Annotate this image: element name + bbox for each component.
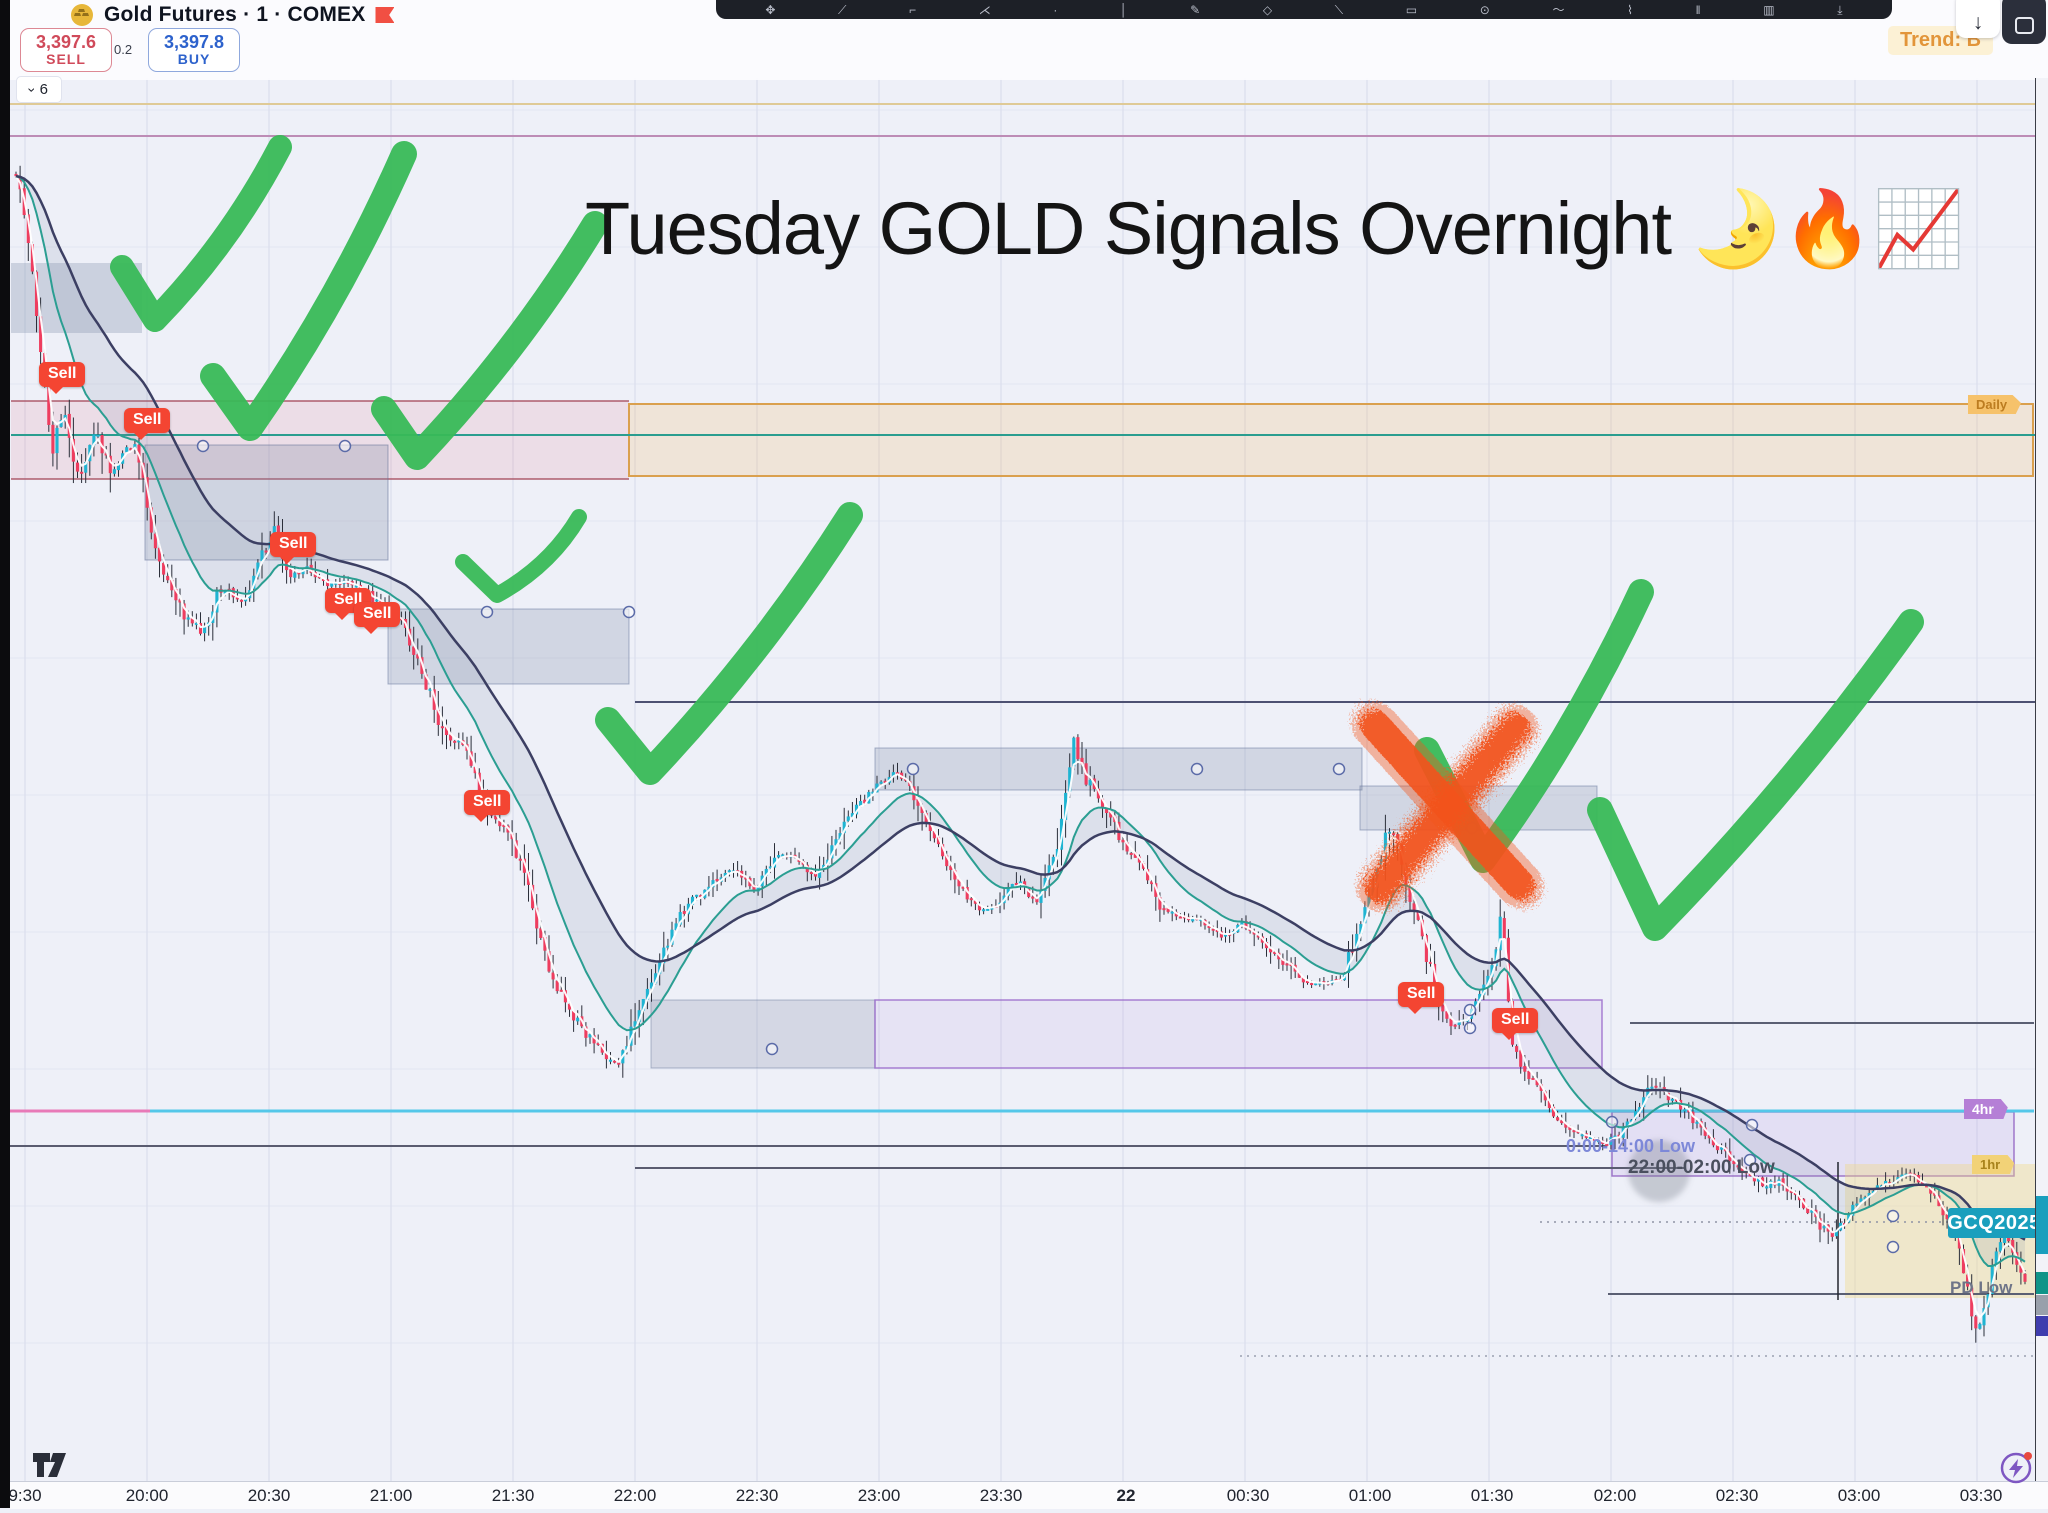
- time-axis-label: 22: [1116, 1486, 1136, 1505]
- indicators-collapse-pill[interactable]: › 6: [16, 76, 62, 103]
- tradingview-logo: [33, 1453, 66, 1477]
- sell-button[interactable]: 3,397.6 SELL: [20, 28, 112, 72]
- session-low-label-1: 0:00-14:00 Low: [1566, 1136, 1696, 1156]
- toolbar-tool-icon[interactable]: ·: [1053, 3, 1058, 17]
- toolbar-tool-icon[interactable]: ▭: [1405, 3, 1418, 17]
- toolbar-tool-icon[interactable]: ⊙: [1479, 3, 1490, 17]
- sell-signal-tag: Sell: [464, 790, 511, 822]
- drawing-toolbar[interactable]: ✥ ⟋ ⌐ ⋌ · │ ✎ ◇ ⟍ ▭ ⊙ 〜 ⌇ ǁ ▥ ⤓: [716, 0, 1892, 19]
- price-scale[interactable]: [2035, 78, 2048, 1481]
- price-scale-marker: [2036, 1316, 2048, 1336]
- toolbar-tool-icon[interactable]: ⌐: [909, 3, 917, 17]
- symbol-title: Gold Futures · 1 · COMEX: [104, 3, 366, 26]
- time-axis-label: 20:30: [247, 1486, 291, 1505]
- annotation-title: Tuesday GOLD Signals Overnight 🌛🔥📈: [585, 187, 1965, 270]
- toolbar-tool-icon[interactable]: ◇: [1262, 3, 1273, 17]
- spread-value: 0.2: [114, 42, 133, 57]
- time-axis-label: 00:30: [1226, 1486, 1270, 1505]
- one-hour-zone-tag: 1hr: [1972, 1155, 2015, 1174]
- flag-icon[interactable]: [375, 7, 395, 23]
- time-axis-label: 01:30: [1470, 1486, 1514, 1505]
- sell-signal-tag: Sell: [1492, 1008, 1539, 1040]
- chevron-down-icon: ›: [24, 87, 41, 92]
- daily-zone-tag: Daily: [1968, 395, 2022, 414]
- price-scale-marker: [2036, 1196, 2048, 1254]
- sell-signal-tag: Sell: [270, 532, 317, 564]
- toolbar-tool-icon[interactable]: ▥: [1763, 3, 1775, 17]
- time-axis-label: 23:00: [857, 1486, 901, 1505]
- toolbar-tool-icon[interactable]: ǁ: [1695, 3, 1701, 17]
- time-axis-label: 02:30: [1715, 1486, 1759, 1505]
- toolbar-tool-icon[interactable]: ⌇: [1627, 3, 1633, 17]
- time-axis-label: 9:30: [10, 1486, 42, 1505]
- toolbar-tool-icon[interactable]: ✎: [1190, 3, 1201, 17]
- time-axis-label: 03:30: [1959, 1486, 2003, 1505]
- download-button[interactable]: ↓: [1956, 0, 2000, 38]
- toolbar-tool-icon[interactable]: ⟍: [1334, 3, 1344, 17]
- pd-low-label: PD Low: [1950, 1278, 2013, 1297]
- time-axis-label: 23:30: [979, 1486, 1023, 1505]
- sell-signal-tag: Sell: [124, 408, 171, 440]
- gold-coin-icon: [71, 4, 93, 26]
- symbol-header: Gold Futures · 1 · COMEX: [70, 2, 395, 28]
- sell-price: 3,397.6: [35, 32, 97, 53]
- toolbar-tool-icon[interactable]: │: [1120, 3, 1128, 17]
- time-axis-label: 20:00: [125, 1486, 169, 1505]
- time-axis-label: 21:00: [369, 1486, 413, 1505]
- ticker-price-label: GCQ2025: [1947, 1208, 2040, 1238]
- time-axis-label: 21:30: [491, 1486, 535, 1505]
- quick-trade-bolt-button[interactable]: [1998, 1448, 2036, 1486]
- time-axis-label: 22:30: [735, 1486, 779, 1505]
- sell-signal-tag: Sell: [1398, 982, 1445, 1014]
- price-scale-marker: [2036, 1272, 2048, 1294]
- time-axis-label: 03:00: [1837, 1486, 1881, 1505]
- toolbar-tool-icon[interactable]: 〜: [1552, 3, 1565, 17]
- time-axis-label: 02:00: [1593, 1486, 1637, 1505]
- toolbar-tool-icon[interactable]: ✥: [765, 3, 776, 17]
- time-axis[interactable]: 9:30 20:00 20:30 21:00 21:30 22:00 22:30 23:00 2…: [10, 1481, 2048, 1509]
- session-low-label-2: 22:00-02:00 Low: [1628, 1157, 1775, 1178]
- download-icon: ↓: [1972, 11, 1984, 34]
- buy-price: 3,397.8: [163, 32, 225, 53]
- price-scale-marker: [2036, 1295, 2048, 1315]
- time-axis-label: 22:00: [613, 1486, 657, 1505]
- sell-label: SELL: [46, 51, 86, 68]
- toolbar-tool-icon[interactable]: ⟋: [838, 3, 847, 17]
- sell-signal-tag: Sell: [354, 602, 401, 634]
- indicators-count: 6: [39, 81, 48, 98]
- sell-signal-tag: Sell: [39, 362, 86, 394]
- snapshot-button[interactable]: [2002, 0, 2046, 44]
- buy-label: BUY: [177, 51, 211, 68]
- snapshot-icon: [2014, 17, 2034, 34]
- four-hour-zone-tag: 4hr: [1964, 1099, 2008, 1119]
- toolbar-tool-icon[interactable]: ⤓: [1837, 3, 1843, 17]
- time-axis-label: 01:00: [1348, 1486, 1392, 1505]
- window-left-edge: [0, 0, 10, 1508]
- buy-button[interactable]: 3,397.8 BUY: [148, 28, 240, 72]
- toolbar-tool-icon[interactable]: ⋌: [978, 3, 991, 17]
